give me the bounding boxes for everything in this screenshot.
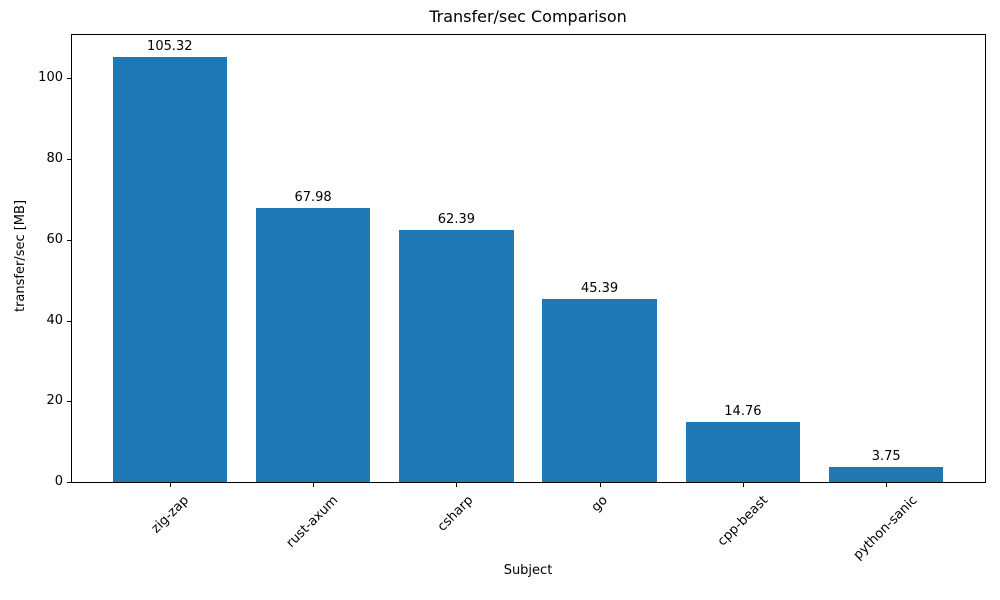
bar-cpp-beast bbox=[685, 422, 801, 482]
x-tick-label: cpp-beast bbox=[714, 493, 771, 550]
y-tick-label: 20 bbox=[46, 393, 63, 408]
y-tick-mark bbox=[67, 482, 71, 483]
bar-csharp bbox=[399, 230, 514, 482]
x-tick-mark bbox=[313, 483, 314, 487]
bar-go bbox=[542, 298, 657, 482]
y-tick-mark bbox=[67, 401, 71, 402]
y-tick-label: 40 bbox=[46, 313, 63, 328]
y-tick-mark bbox=[67, 321, 71, 322]
bar-zig-zap bbox=[112, 56, 228, 482]
x-tick-label: rust-axum bbox=[283, 493, 342, 551]
x-tick-mark bbox=[600, 483, 601, 487]
x-tick-mark bbox=[170, 483, 171, 487]
x-tick-label: python-sanic bbox=[850, 493, 921, 563]
x-tick-label: csharp bbox=[435, 493, 477, 535]
x-tick-mark bbox=[886, 483, 887, 487]
bar-value-label: 3.75 bbox=[871, 448, 901, 464]
bar-value-label: 14.76 bbox=[724, 404, 762, 420]
chart-title: Transfer/sec Comparison bbox=[429, 7, 627, 26]
plot-area bbox=[71, 34, 986, 483]
y-tick-label: 60 bbox=[46, 232, 63, 247]
x-tick-mark bbox=[743, 483, 744, 487]
y-tick-mark bbox=[67, 78, 71, 79]
bar-value-label: 105.32 bbox=[147, 38, 193, 54]
y-tick-label: 0 bbox=[54, 474, 63, 489]
bar-rust-axum bbox=[255, 207, 371, 482]
y-tick-label: 80 bbox=[46, 151, 63, 166]
y-axis-label: transfer/sec [MB] bbox=[13, 199, 28, 313]
x-axis-label: Subject bbox=[503, 563, 553, 578]
y-tick-label: 100 bbox=[38, 70, 63, 85]
x-tick-label: go bbox=[588, 493, 611, 516]
bar-python-sanic bbox=[828, 466, 944, 482]
bar-value-label: 45.39 bbox=[580, 280, 619, 296]
bar-value-label: 62.39 bbox=[437, 212, 475, 228]
bar-value-label: 67.98 bbox=[294, 189, 332, 205]
x-tick-label: zig-zap bbox=[148, 493, 192, 537]
y-tick-mark bbox=[67, 159, 71, 160]
x-tick-mark bbox=[456, 483, 457, 487]
y-tick-mark bbox=[67, 240, 71, 241]
